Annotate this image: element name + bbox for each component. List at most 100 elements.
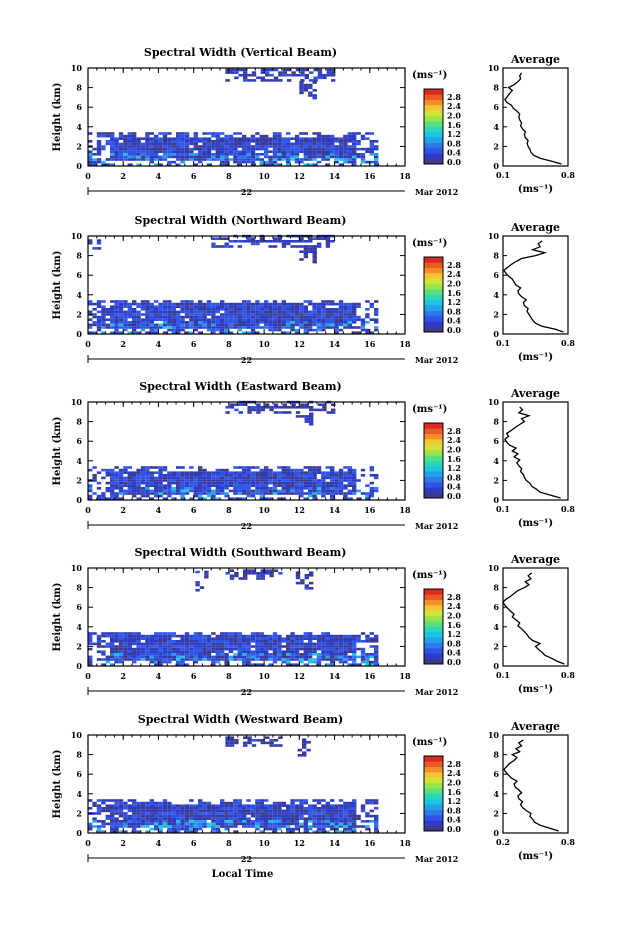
heatmap-cell — [255, 479, 260, 482]
heatmap-cell — [101, 318, 106, 321]
heatmap-cell — [322, 408, 327, 412]
heatmap-cell — [316, 801, 322, 805]
heatmap-cell — [110, 305, 115, 308]
heatmap-cell — [198, 153, 203, 156]
heatmap-cell — [118, 476, 124, 480]
heatmap-cell — [268, 825, 273, 828]
heatmap-cell — [286, 310, 291, 314]
heatmap-cell — [260, 577, 265, 580]
heatmap-cell — [316, 830, 322, 833]
heatmap-cell — [281, 655, 286, 659]
heatmap-cell — [365, 637, 370, 640]
heatmap-cell — [330, 637, 335, 640]
heatmap-cell — [162, 308, 168, 311]
heatmap-cell — [154, 640, 159, 643]
heatmap-cell — [246, 492, 251, 495]
colorbar-swatch — [424, 825, 443, 832]
heatmap-cell — [184, 140, 190, 143]
heatmap-cell — [325, 245, 331, 248]
heatmap-cell — [308, 137, 313, 140]
heatmap-cell — [149, 155, 154, 159]
heatmap-cell — [233, 645, 238, 648]
heatmap-cell — [215, 474, 220, 477]
profile-y-tick-label: 2 — [493, 808, 499, 818]
heatmap-cell — [233, 830, 238, 833]
heatmap-cell — [269, 574, 274, 578]
heatmap-cell — [220, 155, 225, 159]
heatmap-cell — [365, 653, 370, 656]
heatmap-cell — [326, 71, 331, 74]
heatmap-cell — [286, 132, 291, 135]
heatmap-cell — [272, 142, 278, 146]
heatmap-cell — [110, 318, 115, 321]
heatmap-cell — [162, 640, 168, 643]
heatmap-cell — [127, 155, 132, 159]
heatmap-cell — [277, 318, 282, 321]
heatmap-cell — [110, 137, 115, 140]
heatmap-cell — [123, 642, 128, 646]
heatmap-cell — [225, 744, 230, 747]
heatmap-cell — [123, 150, 128, 153]
heatmap-cell — [247, 741, 252, 745]
heatmap-cell — [140, 814, 146, 818]
heatmap-cell — [189, 799, 194, 802]
heatmap-cell — [321, 484, 326, 487]
heatmap-cell — [334, 474, 339, 477]
heatmap-cell — [356, 817, 361, 820]
heatmap-cell — [184, 132, 190, 135]
heatmap-cell — [268, 492, 273, 495]
colorbar-swatch — [424, 423, 443, 429]
heatmap-cell — [325, 474, 330, 477]
heatmap-cell — [132, 142, 137, 146]
heatmap-cell — [365, 313, 370, 316]
heatmap-cell — [303, 321, 308, 324]
heatmap-cell — [295, 576, 301, 580]
heatmap-cell — [247, 739, 252, 742]
heatmap-cell — [101, 830, 106, 833]
heatmap-cell — [304, 403, 309, 406]
heatmap-cell — [269, 739, 274, 742]
heatmap-cell — [264, 481, 269, 485]
heatmap-cell — [250, 466, 256, 469]
heatmap-cell — [162, 817, 168, 820]
heatmap-cell — [286, 825, 291, 828]
heatmap-cell — [303, 655, 308, 659]
heatmap-cell — [114, 300, 119, 303]
heatmap-cell — [132, 487, 137, 490]
heatmap-cell — [110, 158, 115, 161]
heatmap-cell — [92, 163, 97, 166]
heatmap-cell — [294, 653, 300, 656]
heatmap-cell — [321, 487, 326, 490]
heatmap-cell — [294, 650, 300, 653]
heatmap-cell — [286, 807, 291, 810]
heatmap-cell — [259, 650, 264, 653]
heatmap-cell — [291, 406, 296, 409]
heatmap-cell — [198, 497, 203, 500]
heatmap-cell — [149, 812, 154, 815]
heatmap-cell — [334, 804, 339, 807]
heatmap-cell — [184, 663, 190, 666]
heatmap-cell — [281, 812, 286, 815]
heatmap-cell — [269, 406, 274, 409]
heatmap-cell — [114, 484, 119, 487]
heatmap-cell — [215, 315, 220, 319]
heatmap-cell — [198, 658, 203, 661]
heatmap-cell — [352, 653, 357, 656]
heatmap-cell — [303, 658, 308, 661]
heatmap-cell — [162, 634, 168, 638]
heatmap-cell — [321, 817, 326, 820]
heatmap-cell — [264, 827, 269, 831]
heatmap-cell — [308, 250, 313, 253]
heatmap-cell — [312, 318, 317, 321]
colorbar-tick-label: 2.4 — [447, 601, 461, 611]
heatmap-cell — [281, 153, 286, 156]
heatmap-cell — [224, 331, 229, 334]
heatmap-cell — [132, 474, 137, 477]
heatmap-cell — [347, 313, 352, 316]
heatmap-cell — [309, 412, 314, 416]
heatmap-cell — [215, 497, 220, 500]
heatmap-cell — [220, 305, 225, 308]
heatmap-cell — [272, 313, 278, 316]
heatmap-cell — [154, 142, 159, 146]
heatmap-cell — [264, 153, 269, 156]
